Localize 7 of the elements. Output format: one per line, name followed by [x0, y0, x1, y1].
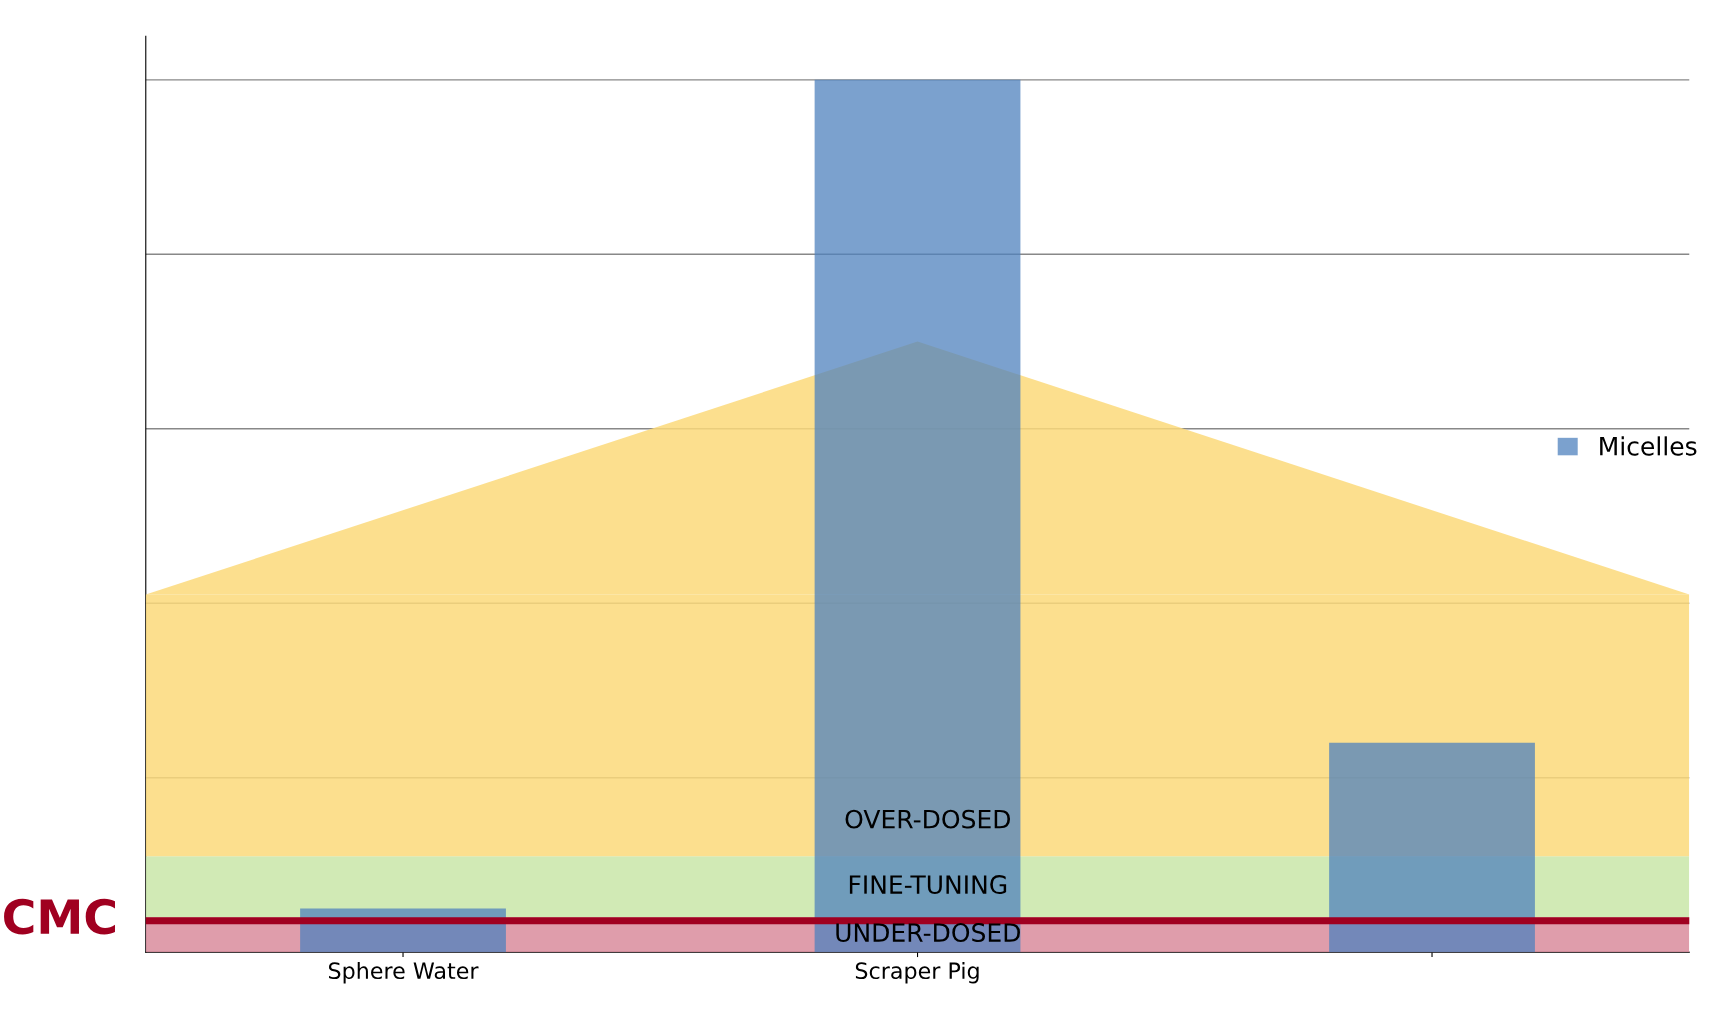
legend-label: Micelles [1600, 436, 1697, 456]
band-label: OVER-DOSED [845, 809, 1011, 829]
band-label: FINE-TUNING [849, 875, 1007, 895]
band-label: UNDER-DOSED [836, 923, 1020, 943]
ref-line-label: CMC [4, 898, 115, 935]
x-tick-label: Sphere Water [328, 961, 479, 984]
x-tick-label: Scraper Pig [855, 961, 979, 984]
